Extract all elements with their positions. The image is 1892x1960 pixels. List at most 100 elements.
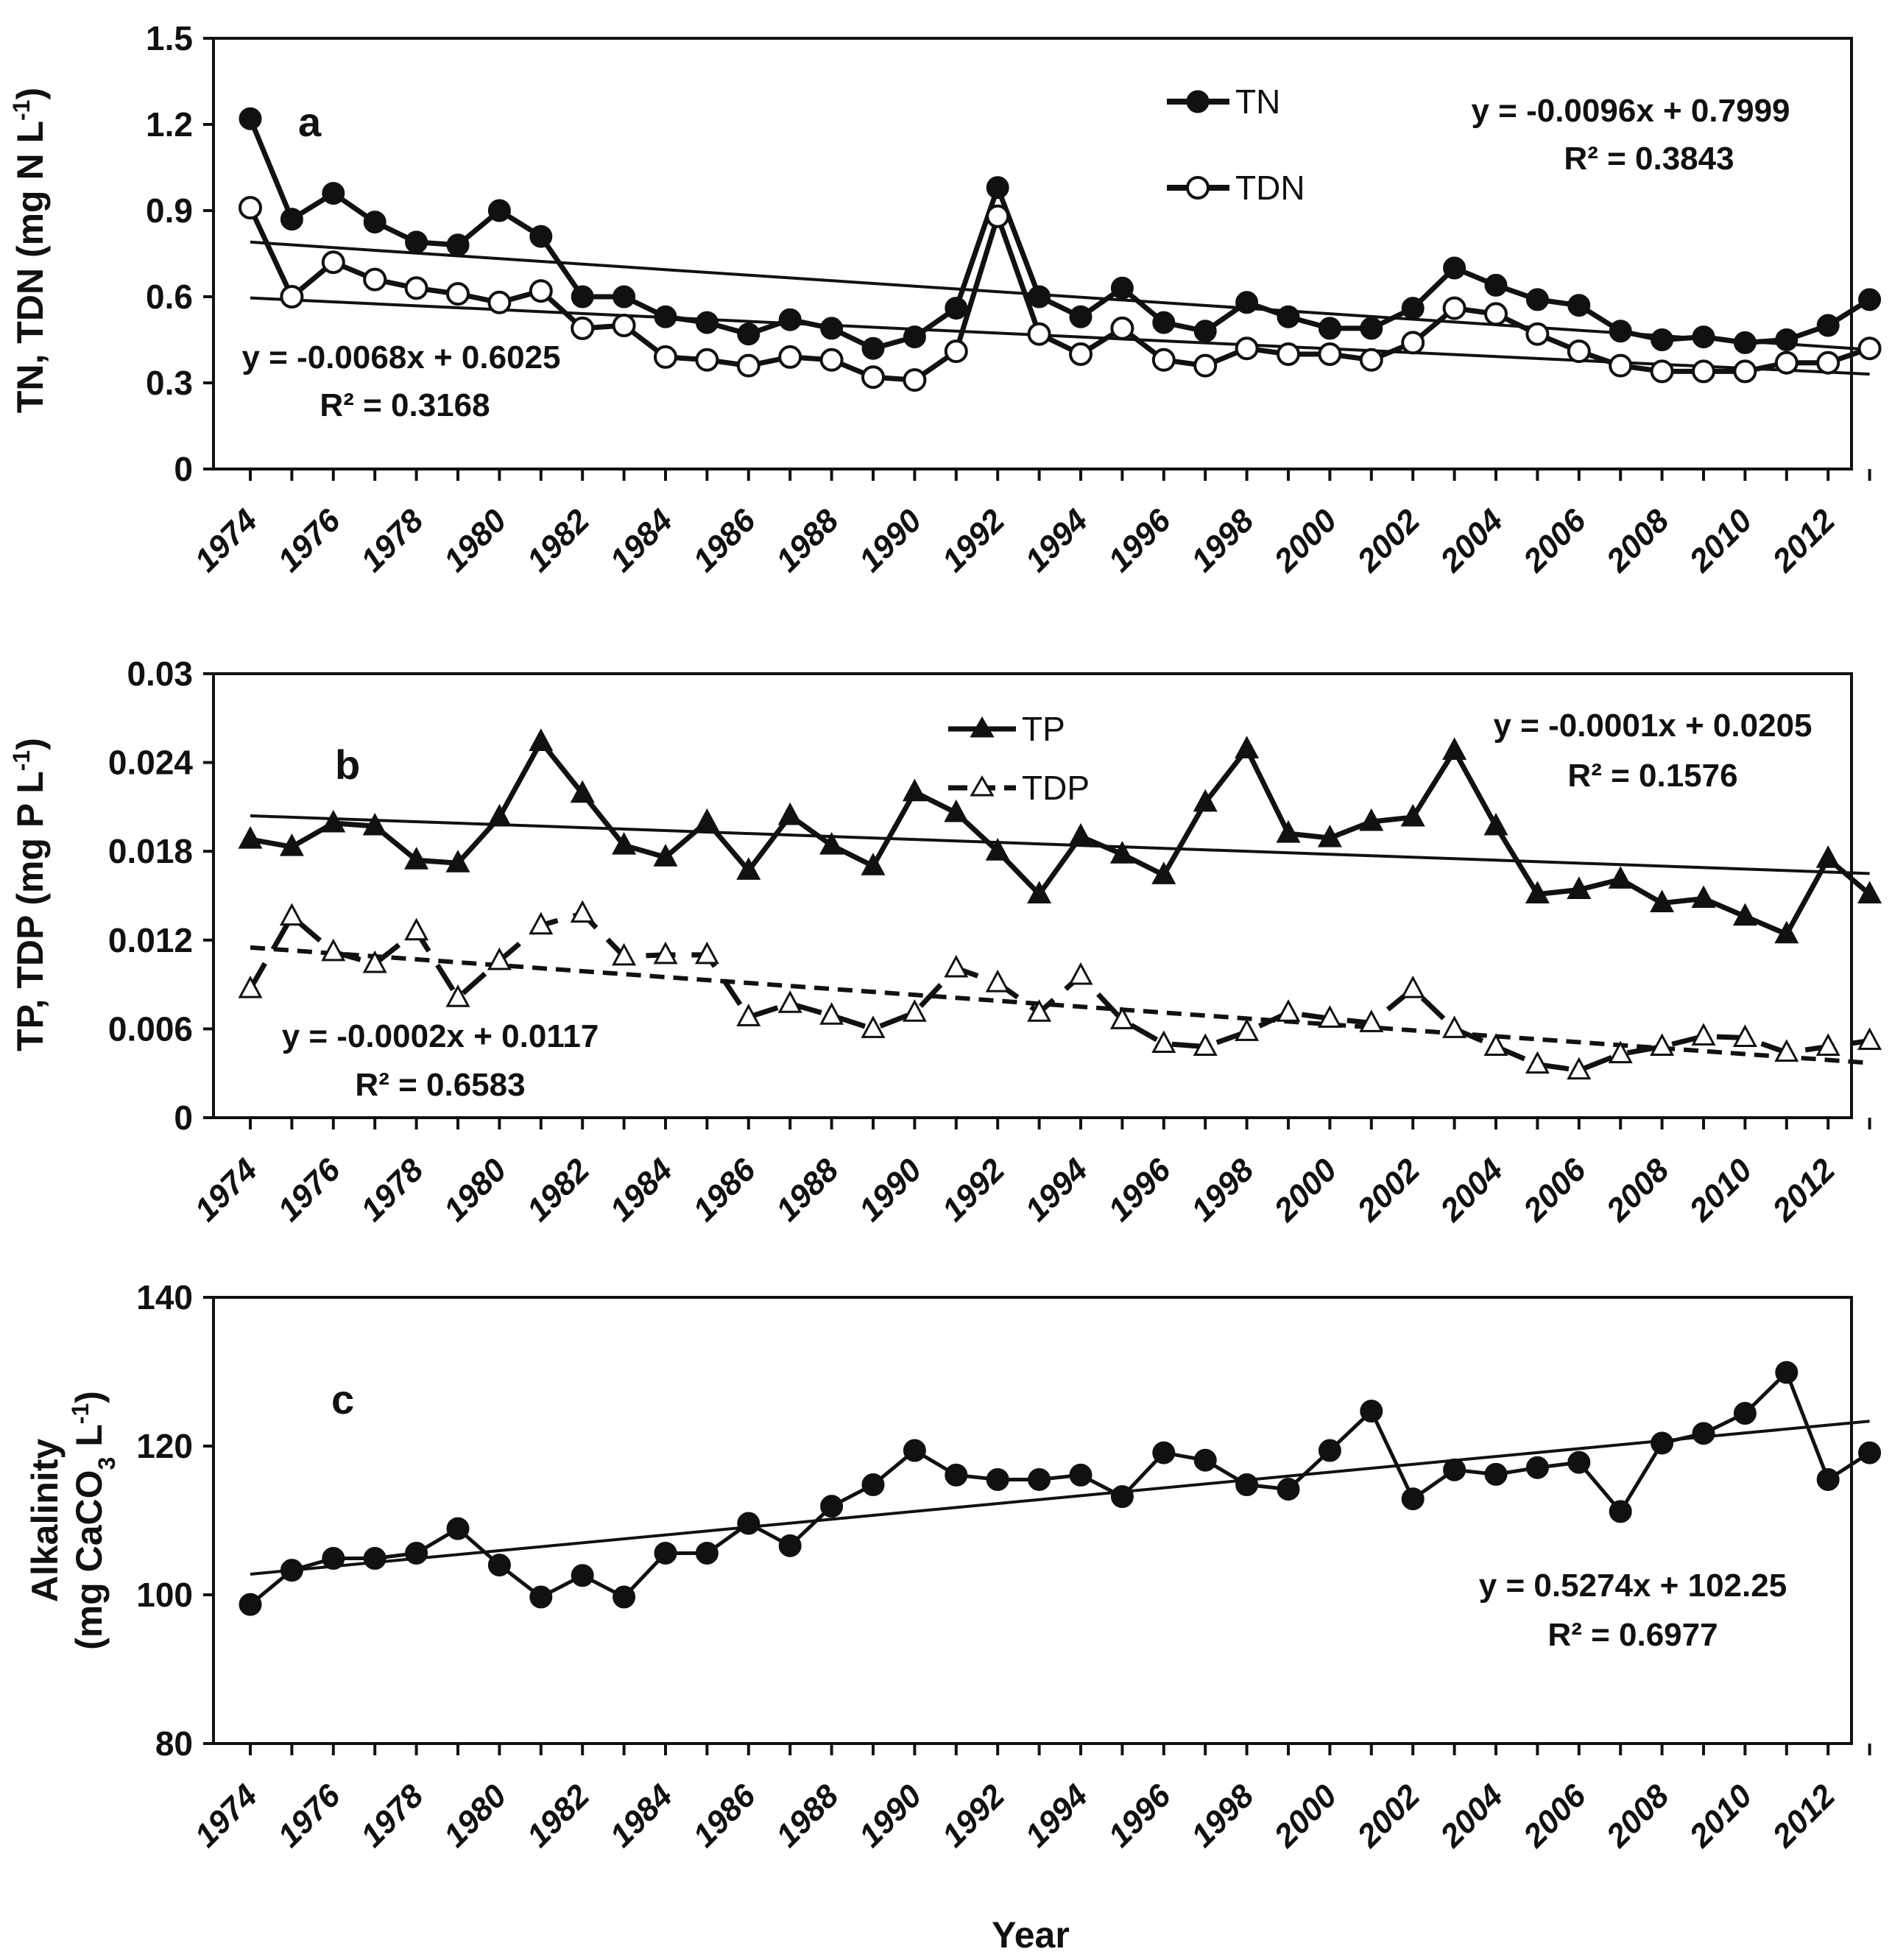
data-point-tdp <box>819 1002 844 1025</box>
data-point-tn <box>1235 291 1259 314</box>
data-point-alkalinity <box>613 1585 636 1609</box>
data-point-alkalinity <box>1651 1431 1674 1455</box>
data-point-tdn <box>1235 336 1259 361</box>
data-point-alkalinity <box>571 1564 594 1587</box>
data-point-alkalinity <box>1401 1487 1425 1511</box>
data-point-tn <box>1401 297 1425 320</box>
data-point-tdn <box>612 314 636 337</box>
data-point-tn <box>1525 288 1549 311</box>
y-tick-label: 0 <box>174 1099 193 1137</box>
x-tick-label: 2006 <box>1516 502 1593 579</box>
data-point-tn <box>1069 305 1093 328</box>
data-point-alkalinity <box>1443 1458 1466 1481</box>
trendline-tp <box>250 814 1870 875</box>
data-point-tdp <box>736 1004 761 1026</box>
x-tick-label: 1986 <box>686 502 763 579</box>
data-point-tp <box>570 780 595 803</box>
data-point-tdp <box>238 975 263 998</box>
x-tick-label: 1990 <box>853 502 929 579</box>
data-point-tn <box>613 285 636 309</box>
data-point-tp <box>819 831 844 855</box>
data-point-alkalinity <box>1152 1441 1176 1464</box>
data-point-tp <box>1317 824 1342 847</box>
data-point-tdp <box>362 950 387 973</box>
data-point-tdn <box>404 276 428 300</box>
data-point-alkalinity <box>1235 1473 1259 1497</box>
data-point-tdn <box>1069 342 1093 366</box>
data-point-tp <box>1525 881 1550 903</box>
data-point-tp <box>404 847 429 870</box>
data-point-alkalinity <box>1484 1462 1508 1486</box>
data-point-tn <box>363 211 386 234</box>
data-point-tdn <box>1027 322 1051 346</box>
data-point-tdn <box>1401 331 1425 355</box>
data-point-tp <box>736 857 761 880</box>
data-point-tp <box>445 850 470 873</box>
x-tick-label: 1996 <box>1101 502 1178 579</box>
panel-a-tdn-equation: y = -0.0068x + 0.6025 <box>241 339 560 376</box>
panel-b-series <box>238 728 1882 1080</box>
x-tick-label: 1984 <box>603 1777 680 1854</box>
data-point-tn <box>778 308 802 331</box>
y-tick-label: 80 <box>155 1724 193 1763</box>
data-point-alkalinity <box>1110 1485 1134 1509</box>
data-point-alkalinity <box>1816 1467 1840 1491</box>
data-point-tdn <box>446 282 470 306</box>
data-point-tp <box>1442 737 1467 761</box>
data-point-tdn <box>571 316 595 340</box>
data-point-tn <box>1567 294 1591 317</box>
data-point-alkalinity <box>737 1512 760 1535</box>
x-tick-label: 1974 <box>188 1777 264 1854</box>
data-point-tp <box>1691 885 1716 909</box>
x-tick-label: 2002 <box>1350 502 1427 579</box>
x-tick-label: 2006 <box>1516 1777 1593 1855</box>
data-point-tn <box>529 225 553 248</box>
panel-c-y-axis-subtitle: (mg CaCO3 L-1) <box>67 1391 120 1650</box>
panel-c-plot-area <box>212 1296 1853 1745</box>
y-tick-label: 140 <box>136 1278 193 1316</box>
panel-b-tp-r2: R² = 0.1576 <box>1567 758 1737 794</box>
data-point-tn <box>1733 331 1757 354</box>
data-point-tn <box>1775 328 1799 351</box>
x-tick-label: 1996 <box>1101 1777 1178 1854</box>
x-tick-label: 2010 <box>1682 1152 1759 1229</box>
x-tick-label: 1978 <box>354 502 431 579</box>
data-point-tdp <box>1567 1057 1592 1080</box>
data-point-tp <box>777 802 802 825</box>
data-point-tp <box>985 838 1010 861</box>
data-point-tn <box>737 322 760 346</box>
data-point-tdn <box>695 348 719 372</box>
data-point-tp <box>1400 803 1425 827</box>
y-tick-label: 100 <box>136 1576 193 1614</box>
data-point-tp <box>1027 881 1052 903</box>
trendline-tdn <box>250 296 1870 376</box>
y-tick-label: 1.5 <box>146 19 193 57</box>
data-point-tdp <box>1400 975 1425 998</box>
data-point-tdn <box>1774 350 1799 375</box>
data-point-tdn <box>1525 322 1550 346</box>
y-tick-label: 0.3 <box>146 364 193 402</box>
x-tick-label: 2012 <box>1765 502 1843 579</box>
data-point-tdn <box>1816 350 1840 375</box>
data-point-tdp <box>1442 1015 1467 1038</box>
panel-b-legend: TP TDP <box>948 710 1090 807</box>
panel-a-x-ticks: 1974 1976 1978 1980 1982 1984 1986 1988 1990 1992… <box>188 469 1871 579</box>
data-point-tn <box>986 176 1009 200</box>
x-tick-label: 1982 <box>520 502 596 579</box>
series-line-alkalinity <box>249 1370 1871 1607</box>
data-point-tdn <box>1193 353 1218 378</box>
data-point-tdp <box>1857 1027 1882 1050</box>
y-tick-label: 120 <box>136 1427 193 1465</box>
data-point-tp <box>362 812 387 836</box>
data-point-alkalinity <box>1277 1478 1300 1501</box>
x-tick-label: 2004 <box>1433 1777 1510 1855</box>
data-point-tdn <box>1151 348 1176 372</box>
y-tick-label: 1.2 <box>146 105 193 144</box>
data-point-tp <box>1774 920 1799 944</box>
x-tick-label: 1994 <box>1018 502 1095 579</box>
data-point-tp <box>238 825 263 849</box>
data-point-alkalinity <box>1193 1448 1217 1472</box>
data-point-tdp <box>321 938 346 962</box>
panel-a-series <box>239 107 1882 392</box>
panel-a-y-axis-title: TN, TDN (mg N L-1) <box>8 88 51 413</box>
